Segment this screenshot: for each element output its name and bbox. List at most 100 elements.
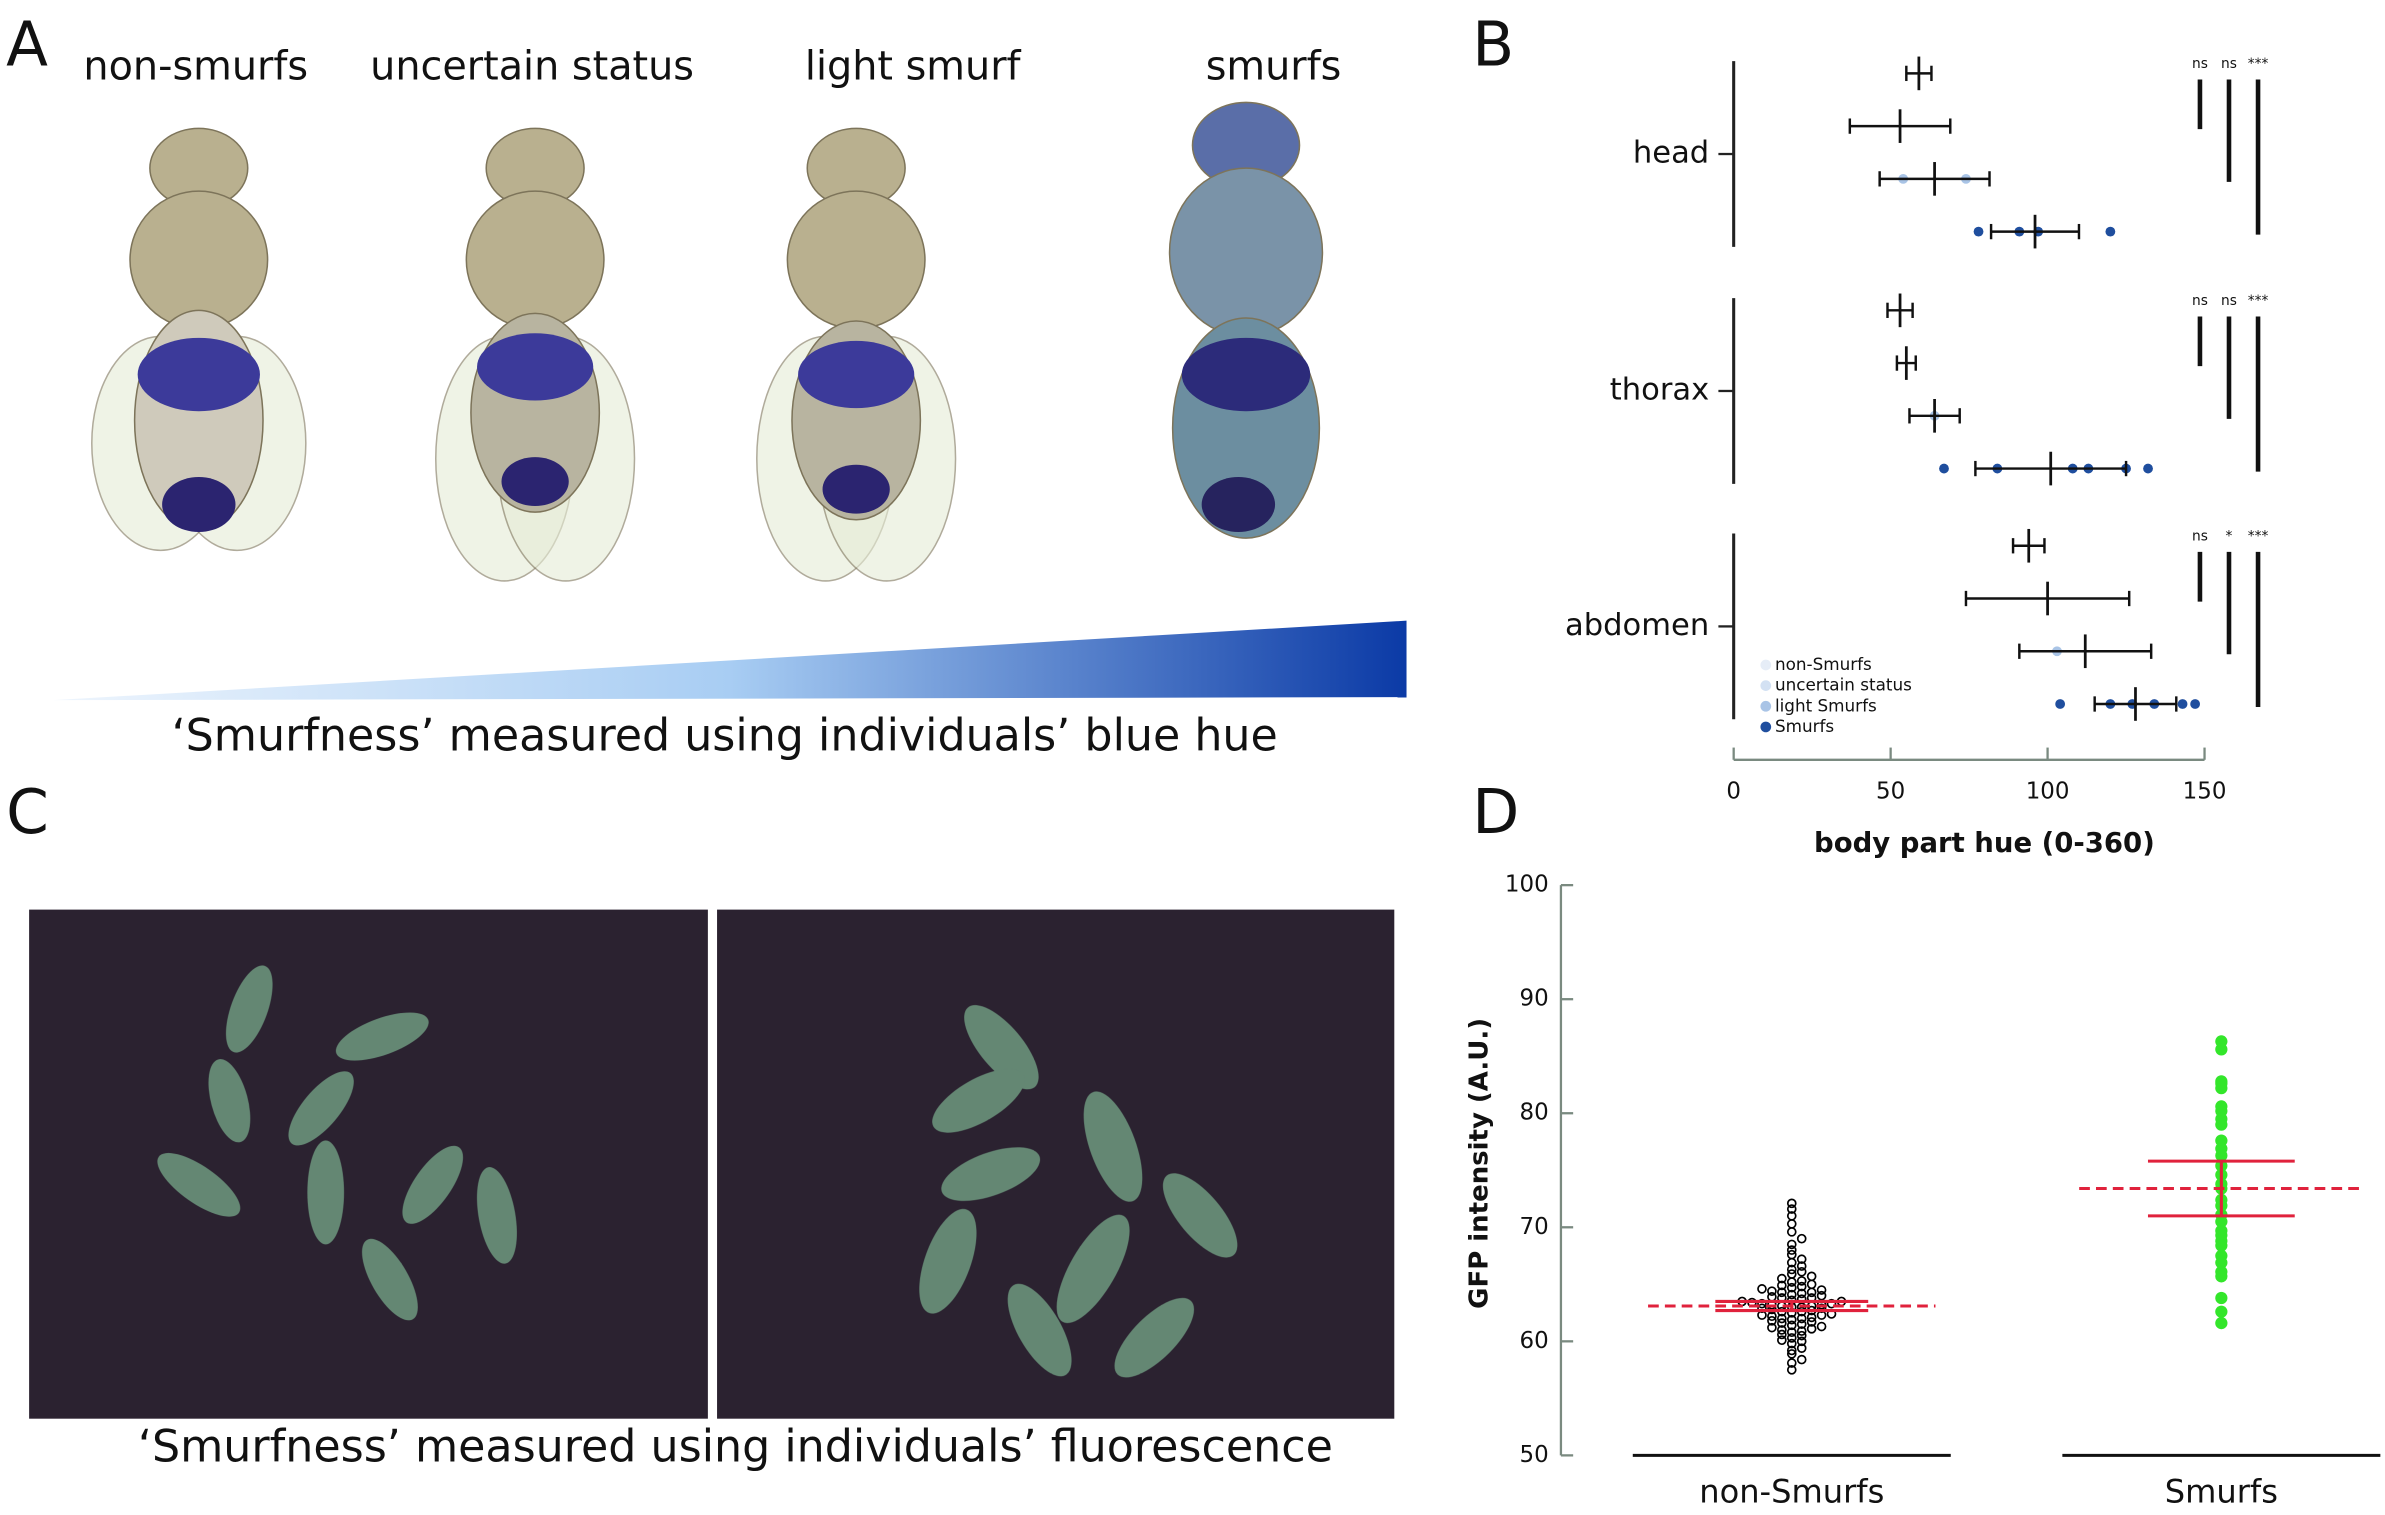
significance-label: *** (2248, 56, 2269, 72)
data-point (1816, 1321, 1827, 1332)
data-point (1786, 1204, 1797, 1214)
y-tick-label: 100 (1505, 872, 1549, 898)
panel-label: A (6, 10, 48, 81)
data-point (1786, 1227, 1797, 1237)
data-point (1786, 1289, 1797, 1300)
significance-label: ns (2192, 529, 2208, 545)
data-point (1767, 1322, 1777, 1333)
data-point (1806, 1279, 1817, 1290)
legend-swatch (1760, 721, 1772, 733)
data-point (1767, 1286, 1777, 1296)
data-point (1786, 1345, 1797, 1356)
y-axis-label: GFP intensity (A.U.) (1464, 1018, 1494, 1309)
caption: ‘Smurfness’ measured using individuals’ … (138, 1421, 1333, 1472)
data-point (1786, 1320, 1797, 1331)
data-point (2215, 1316, 2228, 1330)
category-label: abdomen (1565, 608, 1709, 643)
data-point (2215, 1118, 2228, 1131)
panel-label: C (6, 777, 49, 848)
data-point (1777, 1313, 1787, 1324)
data-point (1786, 1249, 1797, 1260)
data-point (1796, 1330, 1807, 1341)
data-point (1806, 1323, 1817, 1334)
data-point (1796, 1336, 1807, 1347)
y-tick-label: 80 (1520, 1100, 1549, 1126)
category-label: Smurfs (2165, 1473, 2278, 1511)
significance-label: ns (2192, 293, 2208, 309)
legend-label: light Smurfs (1775, 695, 1877, 715)
data-point (1786, 1358, 1797, 1368)
data-point (2215, 1215, 2228, 1228)
panel-a-photo (53, 101, 1407, 701)
data-point (1816, 1285, 1827, 1295)
legend-label: non-Smurfs (1775, 654, 1872, 674)
data-point (1796, 1288, 1807, 1299)
significance-label: *** (2248, 293, 2269, 309)
data-point (1796, 1254, 1807, 1265)
data-point (1806, 1312, 1817, 1323)
data-point (2215, 1043, 2228, 1056)
data-point (1777, 1335, 1787, 1346)
data-point (2105, 226, 2116, 237)
category-label: head (1633, 136, 1709, 171)
data-point (1757, 1298, 1767, 1309)
x-tick-label: 50 (1876, 778, 1905, 804)
panel-label: D (1472, 777, 1519, 848)
data-point (1767, 1315, 1777, 1326)
data-point (1796, 1343, 1807, 1353)
significance-label: ns (2221, 293, 2237, 309)
data-point (1786, 1282, 1797, 1293)
data-point (1816, 1303, 1827, 1314)
data-point (1786, 1333, 1797, 1343)
fly-label: uncertain status (370, 43, 694, 89)
x-axis-label: body part hue (0-360) (1814, 827, 2155, 859)
data-point (1939, 463, 1949, 474)
data-point (1806, 1271, 1817, 1282)
significance-label: ns (2192, 56, 2208, 72)
significance-label: * (2226, 529, 2233, 545)
data-point (1777, 1318, 1787, 1328)
data-point (1786, 1198, 1797, 1209)
fly-label: smurfs (1206, 43, 1342, 89)
y-tick-label: 90 (1520, 986, 1549, 1012)
data-point (1777, 1280, 1787, 1291)
data-point (1777, 1329, 1787, 1340)
data-point (1786, 1277, 1797, 1287)
data-point (1816, 1290, 1827, 1301)
panel-label: B (1472, 10, 1514, 81)
data-point (1777, 1287, 1787, 1298)
y-tick-label: 60 (1520, 1328, 1549, 1354)
y-tick-label: 70 (1520, 1214, 1549, 1240)
data-point (1786, 1219, 1797, 1229)
panel-c-photo (29, 909, 1395, 1419)
data-point (2215, 1305, 2228, 1318)
significance-label: ns (2221, 56, 2237, 72)
fly-label: light smurf (805, 43, 1022, 89)
data-point (1786, 1269, 1797, 1279)
data-point (2190, 699, 2201, 709)
data-point (2177, 699, 2188, 709)
data-point (1796, 1319, 1807, 1330)
data-point (2215, 1077, 2228, 1090)
data-point (1777, 1273, 1787, 1284)
category-label: thorax (1610, 372, 1709, 407)
x-tick-label: 150 (2183, 778, 2227, 804)
data-point (2215, 1256, 2228, 1269)
data-point (1796, 1233, 1807, 1244)
data-point (1796, 1276, 1807, 1286)
data-point (1786, 1211, 1797, 1221)
data-point (1757, 1303, 1767, 1314)
data-point (1796, 1281, 1807, 1292)
data-point (1973, 226, 1984, 237)
data-point (1767, 1311, 1777, 1322)
data-point (1786, 1239, 1797, 1250)
legend-swatch (1760, 700, 1772, 712)
data-point (1796, 1354, 1807, 1365)
x-tick-label: 100 (2026, 778, 2070, 804)
data-point (1796, 1326, 1807, 1336)
data-point (1796, 1261, 1807, 1271)
data-point (1777, 1325, 1787, 1335)
legend-swatch (1760, 680, 1772, 691)
